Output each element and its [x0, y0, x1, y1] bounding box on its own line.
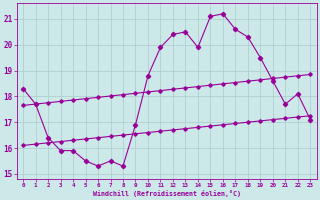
X-axis label: Windchill (Refroidissement éolien,°C): Windchill (Refroidissement éolien,°C) — [93, 190, 241, 197]
